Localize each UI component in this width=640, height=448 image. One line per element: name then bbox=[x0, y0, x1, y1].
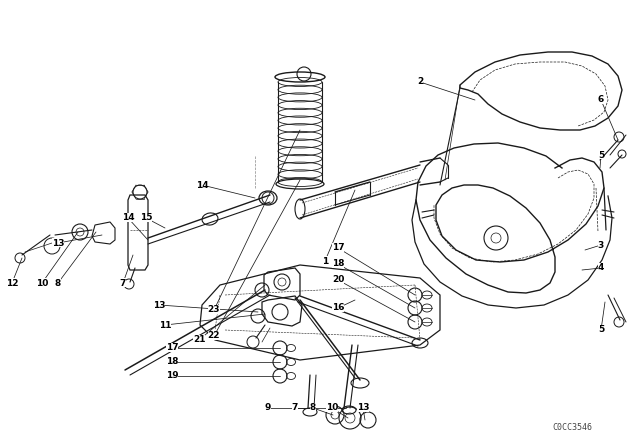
Text: 1: 1 bbox=[322, 257, 328, 266]
Text: 18: 18 bbox=[166, 358, 179, 366]
Text: 9: 9 bbox=[265, 404, 271, 413]
Text: 10: 10 bbox=[36, 279, 48, 288]
Text: 20: 20 bbox=[332, 276, 344, 284]
Text: 11: 11 bbox=[159, 320, 172, 329]
Text: 16: 16 bbox=[332, 303, 344, 313]
Text: 13: 13 bbox=[52, 238, 64, 247]
Text: 2: 2 bbox=[417, 78, 423, 86]
Text: 18: 18 bbox=[332, 259, 344, 268]
Text: 19: 19 bbox=[166, 371, 179, 380]
Text: 10: 10 bbox=[326, 404, 338, 413]
Text: 22: 22 bbox=[208, 332, 220, 340]
Text: 5: 5 bbox=[598, 326, 604, 335]
Text: 21: 21 bbox=[193, 336, 205, 345]
Text: 7: 7 bbox=[292, 404, 298, 413]
Text: 13: 13 bbox=[356, 404, 369, 413]
Text: 12: 12 bbox=[6, 279, 19, 288]
Text: 17: 17 bbox=[166, 344, 179, 353]
Text: 3: 3 bbox=[598, 241, 604, 250]
Text: 4: 4 bbox=[598, 263, 604, 272]
Text: C0CC3546: C0CC3546 bbox=[552, 423, 592, 432]
Text: 7: 7 bbox=[120, 279, 126, 288]
Text: 13: 13 bbox=[153, 301, 165, 310]
Text: 17: 17 bbox=[332, 244, 344, 253]
Text: 6: 6 bbox=[598, 95, 604, 104]
Text: 8: 8 bbox=[310, 404, 316, 413]
Text: 8: 8 bbox=[55, 279, 61, 288]
Text: 14: 14 bbox=[122, 214, 134, 223]
Text: 15: 15 bbox=[140, 214, 152, 223]
Circle shape bbox=[491, 233, 501, 243]
Text: 5: 5 bbox=[598, 151, 604, 159]
Text: 14: 14 bbox=[196, 181, 208, 190]
Text: 23: 23 bbox=[208, 306, 220, 314]
